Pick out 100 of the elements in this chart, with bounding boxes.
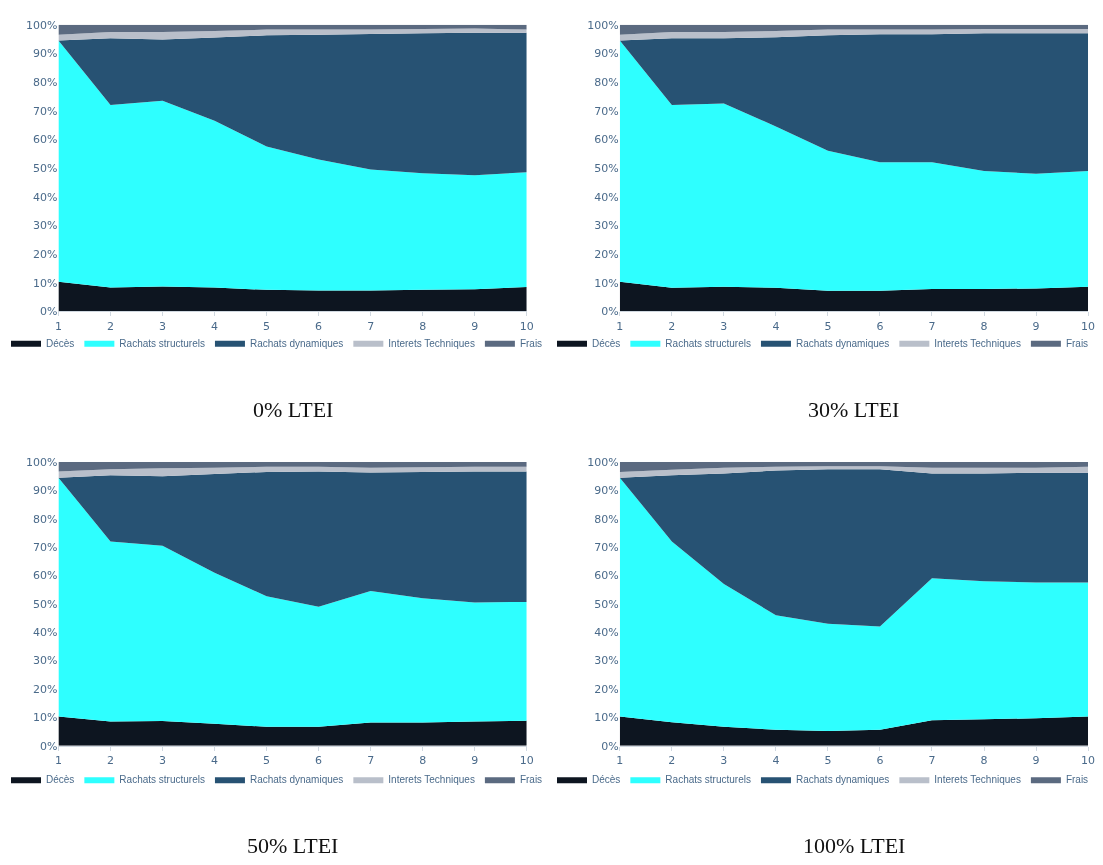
legend-label: Interets Techniques — [388, 774, 475, 786]
y-tick-label: 30% — [33, 219, 58, 233]
x-tick-label: 4 — [772, 319, 780, 333]
x-tick-label: 9 — [471, 319, 479, 333]
y-tick-label: 60% — [33, 133, 58, 147]
x-tick-label: 3 — [159, 753, 167, 767]
x-tick-label: 9 — [1032, 319, 1040, 333]
y-tick-label: 0% — [40, 305, 58, 319]
y-tick-label: 10% — [594, 711, 619, 725]
text: 50% LTEI — [247, 833, 339, 858]
x-tick-label: 6 — [315, 319, 323, 333]
x-tick-label: 1 — [54, 753, 62, 767]
y-tick-label: 40% — [33, 626, 58, 640]
x-tick-label: 7 — [367, 319, 375, 333]
text: 0% LTEI — [253, 397, 334, 422]
x-tick-label: 4 — [211, 319, 219, 333]
text: Décès — [592, 774, 621, 786]
legend-label: Interets Techniques — [388, 337, 475, 349]
y-tick-label: 80% — [33, 75, 58, 89]
legend-label: Rachats structurels — [119, 774, 205, 786]
x-tick-label: 10 — [519, 753, 534, 767]
y-tick-label: 30% — [594, 219, 619, 233]
legend-label: Frais — [519, 774, 543, 786]
text: 30% LTEI — [808, 397, 900, 422]
y-tick-label: 30% — [594, 654, 619, 668]
x-tick-label: 9 — [1032, 753, 1040, 767]
y-tick-label: 50% — [33, 161, 58, 175]
y-tick-label: 0% — [40, 739, 58, 753]
legend-label: Rachats dynamiques — [795, 774, 890, 786]
legend-label: Rachats dynamiques — [795, 337, 890, 349]
y-tick-label: 90% — [33, 484, 58, 498]
y-tick-label: 70% — [33, 540, 58, 554]
x-tick-label: 5 — [824, 319, 832, 333]
y-tick-label: 30% — [33, 654, 58, 668]
legend-label: Rachats dynamiques — [249, 774, 344, 786]
x-tick-label: 8 — [419, 753, 427, 767]
x-tick-label: 7 — [928, 319, 936, 333]
y-tick-label: 60% — [594, 133, 619, 147]
y-tick-label: 100% — [587, 455, 619, 469]
y-tick-label: 0% — [601, 739, 619, 753]
y-tick-label: 10% — [33, 276, 58, 290]
text: Décès — [592, 337, 621, 349]
y-tick-label: 70% — [594, 104, 619, 118]
x-tick-label: 6 — [876, 753, 884, 767]
x-tick-label: 1 — [54, 319, 62, 333]
text: 100% LTEI — [803, 833, 906, 858]
legend-label: Frais — [519, 337, 543, 349]
x-tick-label: 2 — [668, 319, 676, 333]
x-tick-label: 10 — [1081, 319, 1096, 333]
y-tick-label: 80% — [594, 75, 619, 89]
legend-label: Rachats dynamiques — [249, 337, 344, 349]
x-tick-label: 5 — [824, 753, 832, 767]
x-tick-label: 4 — [211, 753, 219, 767]
y-tick-label: 90% — [594, 484, 619, 498]
x-tick-label: 10 — [519, 319, 534, 333]
y-tick-label: 40% — [594, 190, 619, 204]
x-tick-label: 1 — [616, 753, 624, 767]
y-tick-label: 10% — [594, 276, 619, 290]
y-tick-label: 60% — [594, 569, 619, 583]
y-tick-label: 40% — [33, 190, 58, 204]
x-tick-label: 3 — [720, 753, 728, 767]
y-tick-label: 90% — [33, 47, 58, 61]
x-tick-label: 7 — [928, 753, 936, 767]
x-tick-label: 3 — [159, 319, 167, 333]
y-tick-label: 60% — [33, 569, 58, 583]
y-tick-label: 100% — [26, 455, 58, 469]
legend-label: Rachats structurels — [665, 774, 751, 786]
x-tick-label: 9 — [471, 753, 479, 767]
x-tick-label: 5 — [263, 319, 271, 333]
y-tick-label: 20% — [33, 682, 58, 696]
x-tick-label: 4 — [772, 753, 780, 767]
y-tick-label: 80% — [33, 512, 58, 526]
y-tick-label: 0% — [601, 305, 619, 319]
y-tick-label: 40% — [594, 626, 619, 640]
y-tick-label: 20% — [594, 682, 619, 696]
legend-label: Frais — [1065, 337, 1089, 349]
y-tick-label: 80% — [594, 512, 619, 526]
x-tick-label: 3 — [720, 319, 728, 333]
x-tick-label: 6 — [876, 319, 884, 333]
legend-label: Interets Techniques — [934, 774, 1021, 786]
y-tick-label: 50% — [594, 161, 619, 175]
x-tick-label: 8 — [419, 319, 427, 333]
x-tick-label: 8 — [980, 319, 988, 333]
x-tick-label: 2 — [106, 319, 114, 333]
legend-label: Décès — [46, 774, 75, 786]
y-tick-label: 50% — [33, 597, 58, 611]
x-tick-label: 5 — [263, 753, 271, 767]
y-tick-label: 100% — [26, 18, 58, 32]
x-tick-label: 7 — [367, 753, 375, 767]
x-tick-label: 8 — [980, 753, 988, 767]
legend-label: Rachats structurels — [665, 337, 751, 349]
x-tick-label: 2 — [668, 753, 676, 767]
x-tick-label: 2 — [106, 753, 114, 767]
y-tick-label: 50% — [594, 597, 619, 611]
y-tick-label: 20% — [594, 247, 619, 261]
y-tick-label: 70% — [594, 540, 619, 554]
y-tick-label: 10% — [33, 711, 58, 725]
x-tick-label: 6 — [315, 753, 323, 767]
legend-label: Frais — [1065, 774, 1089, 786]
legend-label: Interets Techniques — [934, 337, 1021, 349]
